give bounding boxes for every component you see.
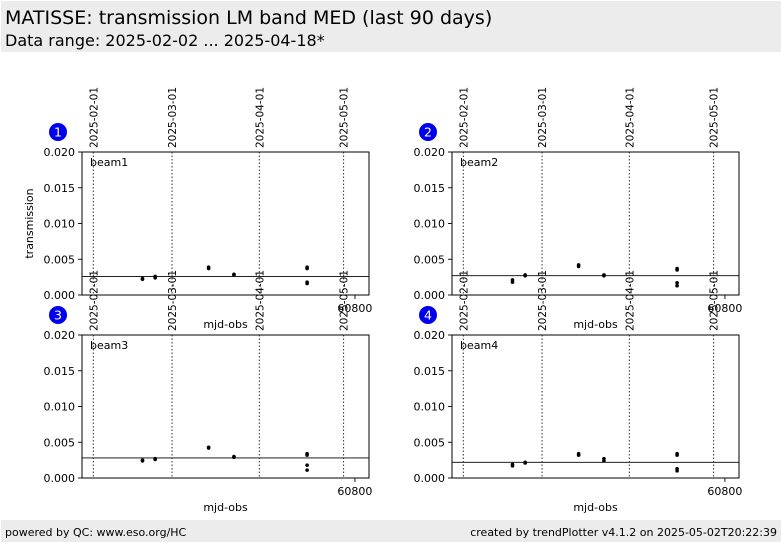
x-tick-label: 60800 <box>707 485 742 498</box>
panel-badge <box>49 123 67 141</box>
date-marker-label: 2025-04-01 <box>624 87 636 148</box>
data-point <box>675 281 679 285</box>
panel-badge-number: 3 <box>54 308 62 323</box>
data-point <box>305 280 309 284</box>
data-range-subtitle: Data range: 2025-02-02 ... 2025-04-18* <box>5 31 325 50</box>
date-marker-label: 2025-04-01 <box>254 87 266 148</box>
y-tick-label: 0.015 <box>44 182 76 195</box>
series-label: beam3 <box>90 339 128 352</box>
x-axis-label: mjd-obs <box>573 318 618 331</box>
data-point <box>675 466 679 471</box>
header-banner: MATISSE: transmission LM band MED (last … <box>1 1 781 52</box>
data-point <box>305 463 309 467</box>
data-point <box>675 283 679 288</box>
date-marker-label: 2025-05-01 <box>339 87 351 148</box>
y-tick-label: 0.015 <box>44 365 76 378</box>
x-tick-label: 60800 <box>337 302 372 315</box>
date-marker-label: 2025-02-01 <box>88 87 100 148</box>
data-point <box>576 451 581 456</box>
plot-frame <box>451 151 740 296</box>
data-point <box>305 265 309 269</box>
data-point <box>140 276 145 281</box>
data-point <box>523 460 527 465</box>
y-tick-label: 0.015 <box>414 182 446 195</box>
series-label: beam4 <box>460 339 498 352</box>
y-tick-label: 0.010 <box>414 401 446 414</box>
date-marker-label: 2025-03-01 <box>537 87 549 148</box>
data-point <box>523 273 527 277</box>
date-marker-label: 2025-03-01 <box>167 270 179 331</box>
y-tick-label: 0.000 <box>414 289 446 302</box>
series-label: beam2 <box>460 156 498 169</box>
data-point <box>602 273 606 277</box>
page-title: MATISSE: transmission LM band MED (last … <box>5 7 493 29</box>
footer-banner: powered by QC: www.eso.org/HC created by… <box>1 520 781 542</box>
footer-created-by: created by trendPlotter v4.1.2 on 2025-0… <box>470 526 777 539</box>
plot-frame <box>81 334 370 479</box>
date-marker-label: 2025-03-01 <box>167 87 179 148</box>
date-marker-label: 2025-02-01 <box>458 87 470 148</box>
y-tick-label: 0.005 <box>44 253 76 266</box>
series-label: beam1 <box>90 156 128 169</box>
y-tick-label: 0.010 <box>44 218 76 231</box>
y-tick-label: 0.020 <box>414 146 446 159</box>
data-point <box>602 456 606 461</box>
data-point <box>206 265 211 269</box>
data-point <box>206 445 211 450</box>
footer-powered-by: powered by QC: www.eso.org/HC <box>5 526 187 539</box>
data-point <box>153 274 157 279</box>
y-axis-label: transmission <box>23 188 36 258</box>
date-marker-label: 2025-04-01 <box>254 270 266 331</box>
date-marker-label: 2025-02-01 <box>88 270 100 331</box>
data-point <box>510 462 515 467</box>
data-point <box>675 451 679 456</box>
y-tick-label: 0.020 <box>414 329 446 342</box>
y-tick-label: 0.000 <box>44 289 76 302</box>
panel-badge-number: 1 <box>54 125 62 140</box>
x-tick-label: 60800 <box>337 485 372 498</box>
data-point <box>510 278 515 282</box>
date-marker-label: 2025-03-01 <box>537 270 549 331</box>
date-marker-label: 2025-02-01 <box>458 270 470 331</box>
y-tick-label: 0.005 <box>44 436 76 449</box>
date-marker-label: 2025-05-01 <box>709 270 721 331</box>
panel-badge-number: 4 <box>424 308 432 323</box>
data-point <box>232 272 236 277</box>
y-tick-label: 0.005 <box>414 253 446 266</box>
plot-frame <box>81 151 370 296</box>
y-tick-label: 0.015 <box>414 365 446 378</box>
data-point <box>140 458 145 462</box>
x-tick-label: 60800 <box>707 302 742 315</box>
panel-badge-number: 2 <box>424 125 432 140</box>
x-axis-label: mjd-obs <box>573 501 618 514</box>
panel-badge <box>49 306 67 324</box>
y-tick-label: 0.020 <box>44 146 76 159</box>
x-axis-label: mjd-obs <box>203 318 248 331</box>
data-point <box>153 456 157 461</box>
y-tick-label: 0.000 <box>44 472 76 485</box>
date-marker-label: 2025-05-01 <box>339 270 351 331</box>
panel-badge <box>419 123 437 141</box>
data-point <box>305 468 309 472</box>
date-marker-label: 2025-04-01 <box>624 270 636 331</box>
y-tick-label: 0.005 <box>414 436 446 449</box>
panel-badge <box>419 306 437 324</box>
plot-frame <box>451 334 740 479</box>
date-marker-label: 2025-05-01 <box>709 87 721 148</box>
data-point <box>576 263 581 267</box>
data-point <box>675 266 679 271</box>
y-tick-label: 0.020 <box>44 329 76 342</box>
data-point <box>232 454 236 459</box>
y-tick-label: 0.000 <box>414 472 446 485</box>
y-tick-label: 0.010 <box>414 218 446 231</box>
data-point <box>305 451 309 456</box>
x-axis-label: mjd-obs <box>203 501 248 514</box>
y-tick-label: 0.010 <box>44 401 76 414</box>
